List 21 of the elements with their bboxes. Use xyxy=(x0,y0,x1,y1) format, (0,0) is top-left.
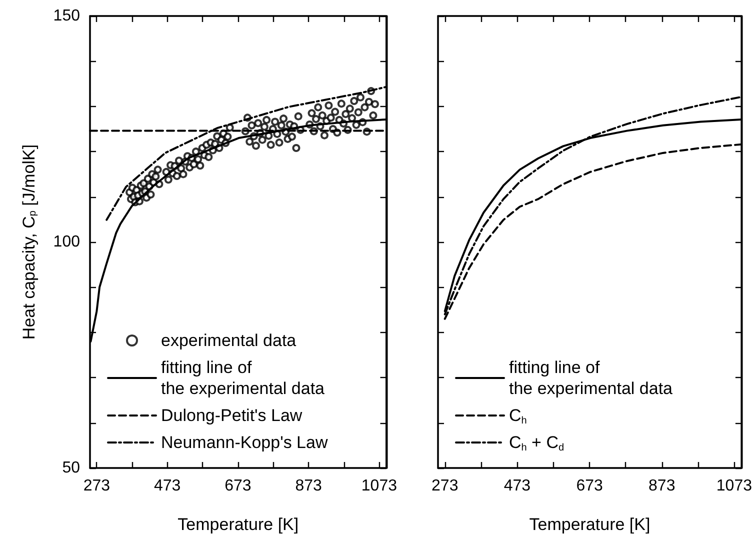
y-tick-label: 50 xyxy=(62,460,80,476)
y-tick-label: 150 xyxy=(53,8,80,24)
y-axis-title: Heat capacity, Cp [J/molK] xyxy=(20,144,38,340)
legend-label: experimental data xyxy=(161,331,297,350)
x-tick-label: 473 xyxy=(504,478,531,494)
x-tick-label: 873 xyxy=(648,478,676,494)
x-tick-label: 1073 xyxy=(716,478,752,494)
x-tick-label: 273 xyxy=(83,478,110,494)
x-tick-label: 1073 xyxy=(361,478,398,494)
x-tick-label: 273 xyxy=(432,478,458,494)
x-tick-label: 673 xyxy=(224,478,252,494)
legend-label: Neumann-Kopp's Law xyxy=(161,433,328,452)
x-tick-label: 473 xyxy=(154,478,181,494)
y-tick-label: 100 xyxy=(53,234,80,250)
x-axis-title: Temperature [K] xyxy=(178,515,299,534)
legend-label: fitting line of the experimental data xyxy=(509,358,674,398)
legend-label: Dulong-Petit's Law xyxy=(161,406,303,425)
x-axis-title: Temperature [K] xyxy=(529,515,650,534)
x-tick-label: 673 xyxy=(576,478,603,494)
legend-label: fitting line of the experimental data xyxy=(161,358,326,398)
x-tick-label: 873 xyxy=(295,478,322,494)
